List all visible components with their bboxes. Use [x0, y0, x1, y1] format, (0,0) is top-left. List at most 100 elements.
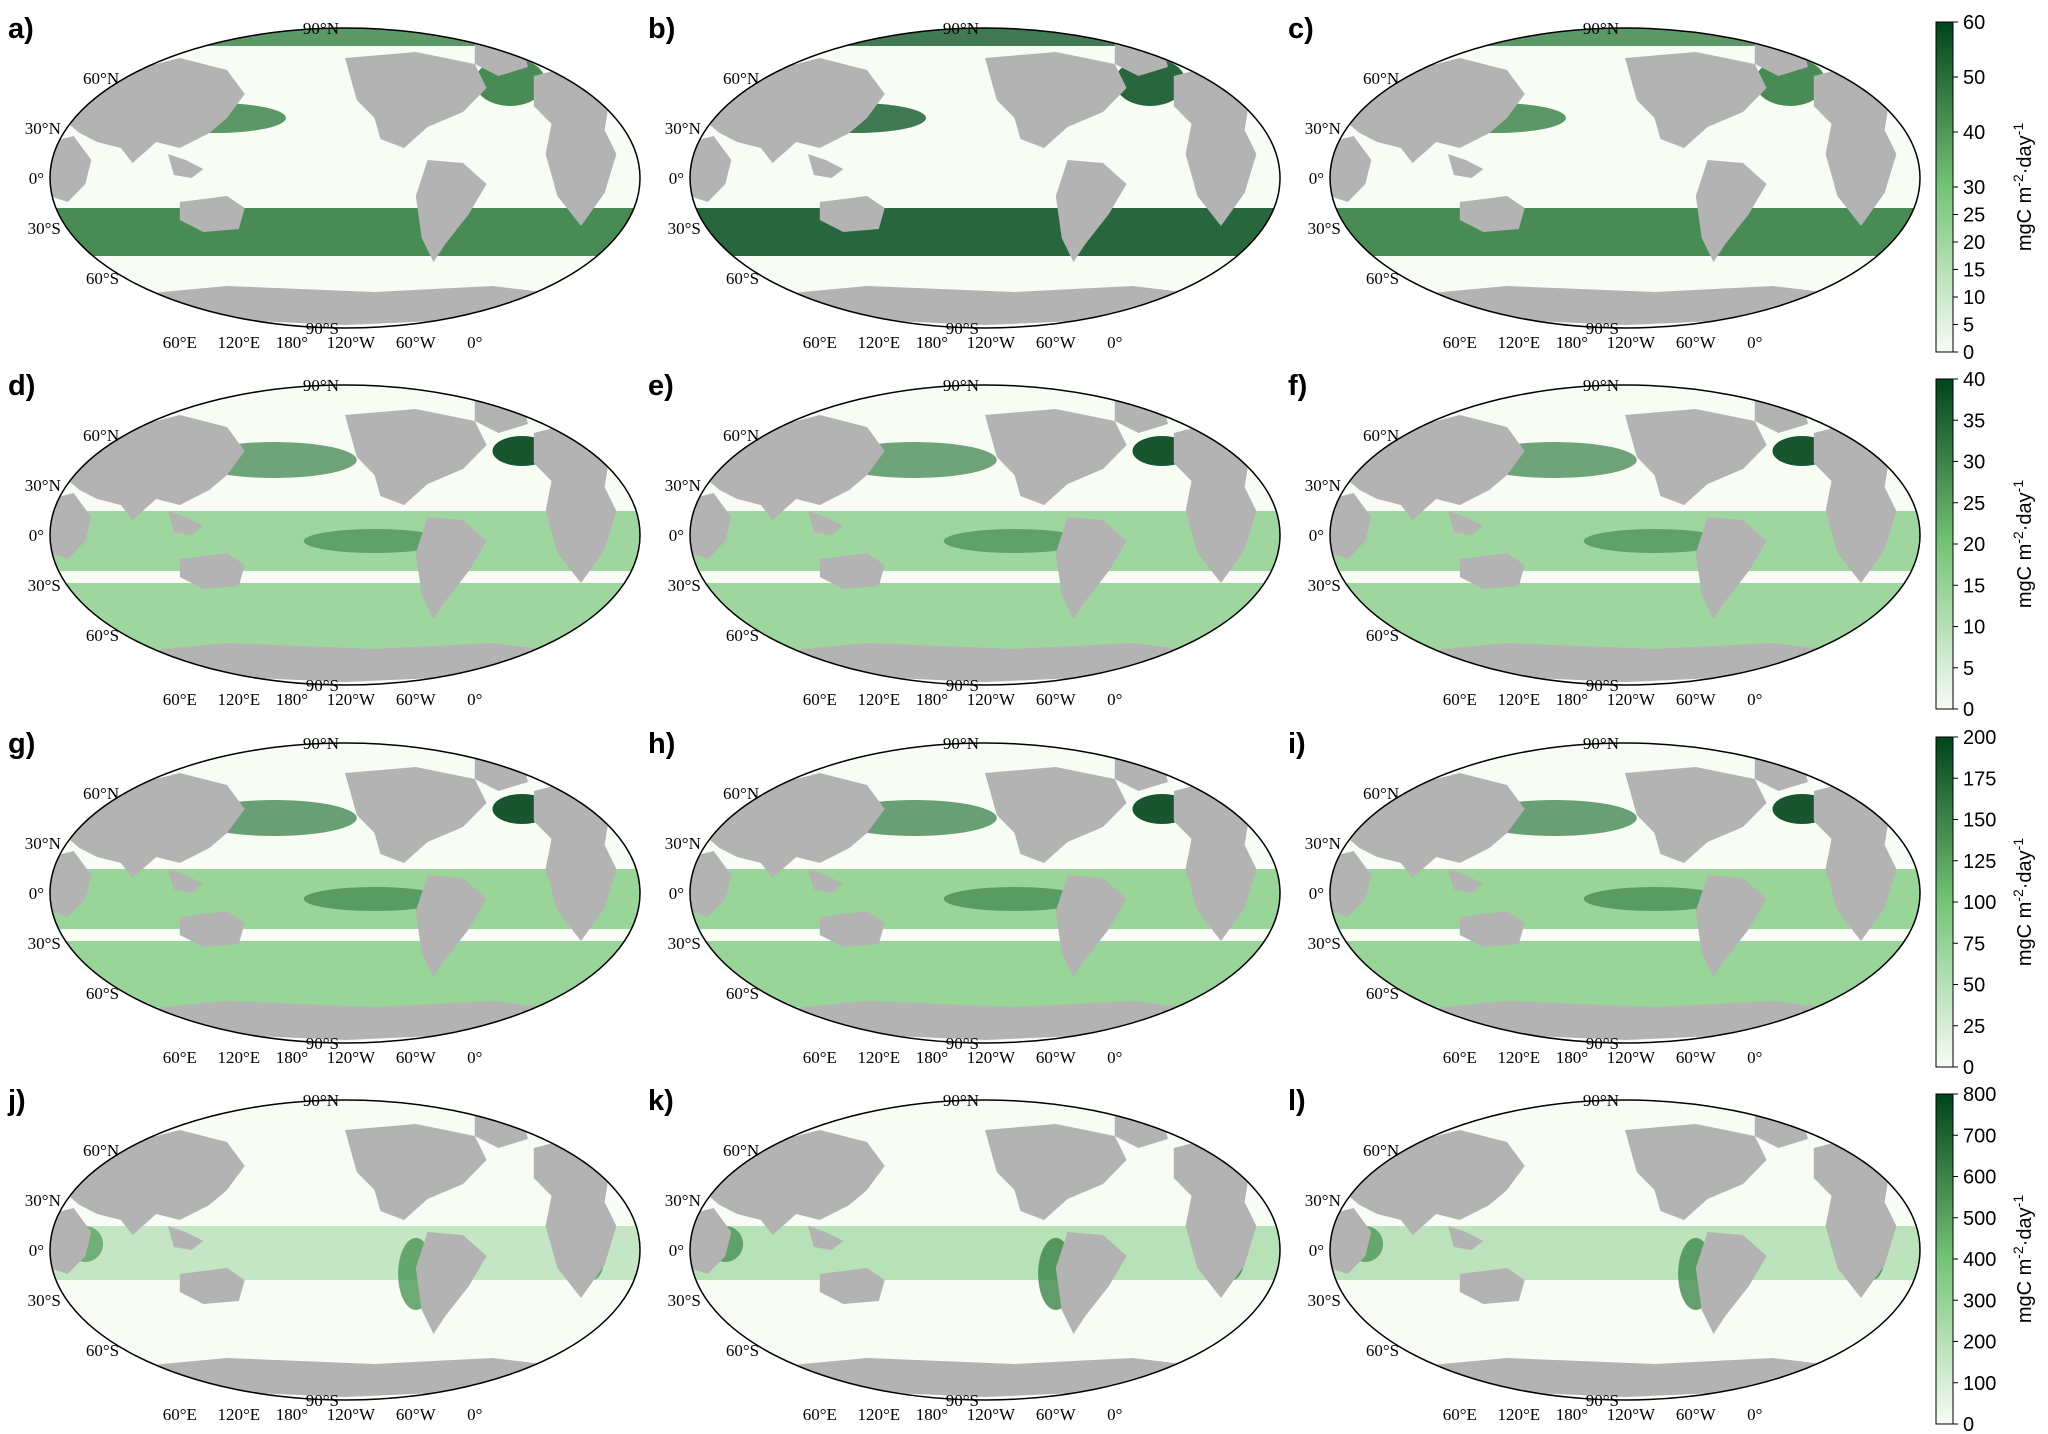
productivity-band-tropical — [50, 1226, 640, 1280]
latitude-label: 90°S — [306, 1034, 339, 1053]
longitude-label: 0° — [1747, 690, 1762, 709]
land-mass — [533, 779, 617, 941]
land-mass — [737, 1358, 1233, 1397]
land-mass — [985, 1124, 1127, 1220]
latitude-label: 60°N — [83, 69, 119, 88]
longitude-label: 120°E — [857, 1048, 900, 1067]
panel-label: j) — [7, 1085, 26, 1117]
map-field — [50, 28, 640, 328]
map-panel-h: h) 90°N 60°N 30°N 0° 30°S 60°S 90°S 60°E 120°E 180… — [648, 728, 1281, 1067]
map-field — [1330, 1100, 1920, 1400]
latitude-label: 90°S — [1586, 1034, 1619, 1053]
latitude-label: 0° — [1309, 1241, 1324, 1260]
latitude-label: 0° — [669, 169, 684, 188]
map-frame — [49, 27, 641, 329]
land-mass — [97, 643, 593, 682]
longitude-label: 180° — [276, 690, 308, 709]
land-mass — [345, 52, 487, 148]
land-mass — [50, 851, 92, 917]
map-field — [1330, 743, 1920, 1043]
latitude-label: 0° — [29, 1241, 44, 1260]
latitude-label: 30°S — [668, 1291, 701, 1310]
map-frame — [689, 742, 1281, 1044]
longitude-label: 180° — [916, 1048, 948, 1067]
land-mass — [1813, 421, 1897, 583]
latitude-label: 60°S — [726, 984, 759, 1003]
productivity-patch — [303, 529, 446, 553]
colorbar-tick-label: 75 — [1963, 933, 1985, 955]
longitude-label: 60°E — [803, 1405, 837, 1424]
latitude-label: 60°S — [726, 626, 759, 645]
latitude-label: 60°S — [726, 269, 759, 288]
colorbar-tick-label: 0 — [1963, 1414, 1974, 1434]
latitude-label: 30°N — [665, 119, 701, 138]
longitude-label: 60°E — [803, 690, 837, 709]
longitude-label: 120°W — [327, 1405, 376, 1424]
longitude-label: 120°W — [1607, 333, 1656, 352]
latitude-label: 90°N — [303, 1091, 339, 1110]
longitude-label: 60°W — [1036, 1405, 1077, 1424]
map-field — [50, 1100, 640, 1400]
productivity-patch — [1583, 529, 1726, 553]
land-mass — [179, 553, 245, 589]
longitude-label: 60°E — [1443, 1405, 1477, 1424]
longitude-label: 120°E — [217, 690, 260, 709]
map-frame — [49, 384, 641, 686]
land-mass — [415, 875, 487, 977]
longitude-label: 120°E — [1497, 1405, 1540, 1424]
land-mass — [808, 154, 844, 178]
colorbar-tick-label: 50 — [1963, 67, 1985, 89]
land-mass — [1459, 196, 1525, 232]
latitude-label: 60°N — [723, 69, 759, 88]
colorbar-tick-label: 150 — [1963, 810, 1996, 832]
colorbar-gradient — [1935, 1093, 1954, 1425]
productivity-patch — [943, 887, 1086, 911]
latitude-label: 30°S — [668, 934, 701, 953]
latitude-label: 30°N — [1305, 1191, 1341, 1210]
latitude-label: 30°S — [668, 219, 701, 238]
latitude-label: 90°S — [306, 1391, 339, 1410]
latitude-label: 90°N — [943, 376, 979, 395]
land-mass — [168, 869, 204, 893]
latitude-label: 30°N — [25, 1191, 61, 1210]
latitude-label: 60°N — [723, 1141, 759, 1160]
panel-label: b) — [648, 13, 675, 45]
latitude-label: 60°N — [83, 1141, 119, 1160]
land-mass — [1330, 851, 1372, 917]
longitude-label: 120°W — [967, 1405, 1016, 1424]
longitude-label: 60°E — [803, 333, 837, 352]
longitude-label: 60°W — [1676, 1048, 1717, 1067]
colorbar-row-3: 0 100 200 300 400 500 600 700 800 mgC m-2·day-1 — [1935, 1084, 2036, 1434]
longitude-label: 120°E — [1497, 333, 1540, 352]
longitude-label: 60°E — [163, 1405, 197, 1424]
latitude-label: 60°S — [86, 269, 119, 288]
land-mass — [737, 643, 1233, 682]
map-panel-f: f) 90°N 60°N 30°N 0° 30°S 60°S 90°S 60°E 120°E 180… — [1288, 370, 1921, 709]
latitude-label: 60°S — [726, 1341, 759, 1360]
longitude-label: 60°W — [396, 333, 437, 352]
land-mass — [1055, 1232, 1127, 1334]
latitude-label: 60°N — [1363, 426, 1399, 445]
latitude-label: 90°N — [1583, 734, 1619, 753]
longitude-label: 120°W — [967, 1048, 1016, 1067]
latitude-label: 90°N — [1583, 1091, 1619, 1110]
colorbar-tick-label: 20 — [1963, 232, 1985, 254]
longitude-label: 120°E — [857, 333, 900, 352]
land-mass — [179, 1268, 245, 1304]
colorbar-row-2: 0 25 50 75 100 125 150 175 200 mgC m-2·day-1 — [1935, 727, 2036, 1079]
land-mass — [1459, 1268, 1525, 1304]
latitude-label: 60°S — [1366, 269, 1399, 288]
latitude-label: 30°S — [1308, 1291, 1341, 1310]
land-mass — [1055, 875, 1127, 977]
longitude-label: 180° — [1556, 690, 1588, 709]
latitude-label: 90°S — [946, 319, 979, 338]
land-mass — [1625, 52, 1767, 148]
latitude-label: 0° — [29, 884, 44, 903]
productivity-patch — [303, 887, 446, 911]
latitude-label: 30°S — [28, 1291, 61, 1310]
land-mass — [168, 511, 204, 535]
land-mass — [1813, 1136, 1897, 1298]
colorbar-tick-label: 125 — [1963, 851, 1996, 873]
latitude-label: 60°N — [723, 784, 759, 803]
longitude-label: 120°W — [327, 333, 376, 352]
